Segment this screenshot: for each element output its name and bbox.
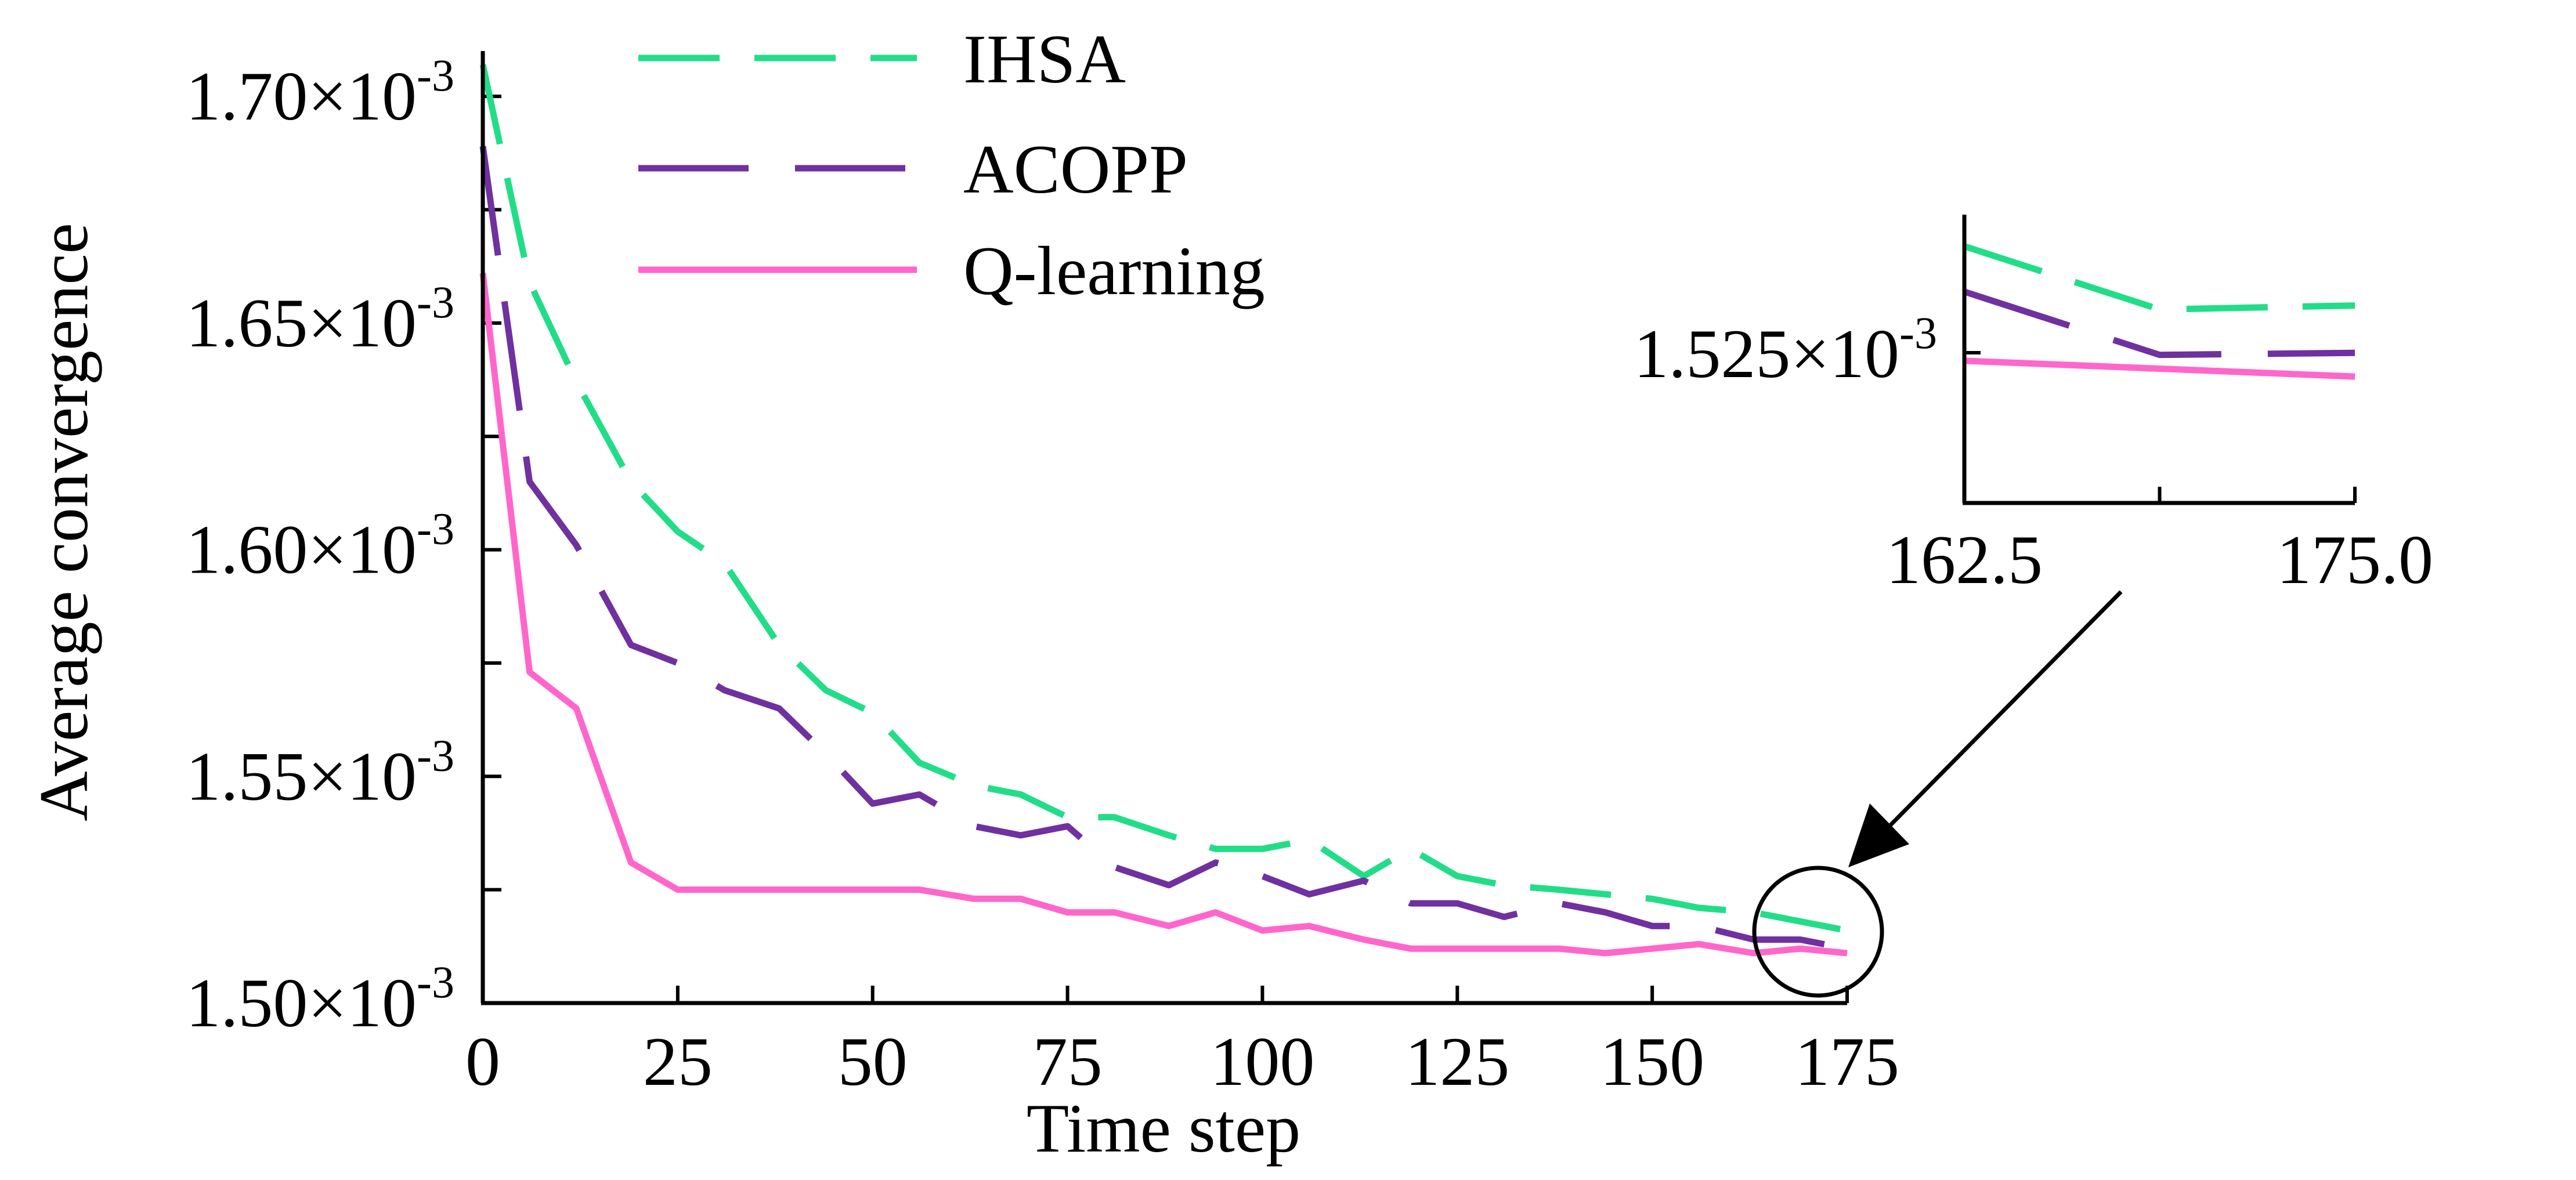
- x-tick-label: 75: [1033, 1023, 1103, 1100]
- inset-series-line-q-learning: [1964, 357, 2355, 380]
- y-tick-label: 1.60×10-3: [186, 504, 454, 588]
- x-tick-label: 25: [643, 1023, 713, 1100]
- legend-label-q-learning: Q-learning: [963, 232, 1265, 309]
- legend-label-ihsa: IHSA: [963, 20, 1126, 97]
- y-tick-label: 1.65×10-3: [186, 277, 454, 361]
- x-tick-label: 125: [1405, 1023, 1509, 1100]
- x-tick-label: 100: [1210, 1023, 1314, 1100]
- x-tick-label: 50: [838, 1023, 908, 1100]
- y-tick-label: 1.70×10-3: [186, 50, 454, 135]
- x-tick-label: 150: [1600, 1023, 1704, 1100]
- inset-y-tick-label: 1.525×10-3: [1634, 307, 1937, 392]
- inset-series-line-ihsa: [1963, 243, 2355, 313]
- x-axis-label: Time step: [1027, 1089, 1300, 1167]
- inset-x-tick-label: 162.5: [1886, 521, 2043, 598]
- series-line-q-learning: [479, 273, 1848, 957]
- zoom-arrowhead: [1848, 803, 1909, 867]
- zoom-region-circle: [1752, 866, 1884, 998]
- y-tick-label: 1.55×10-3: [186, 730, 454, 815]
- y-axis-label: Average convergence: [25, 223, 102, 821]
- series-line-ihsa: [479, 64, 1848, 934]
- y-tick-label: 1.50×10-3: [186, 957, 454, 1041]
- inset-series-line-acopp: [1963, 288, 2355, 359]
- x-tick-label: 0: [465, 1023, 500, 1100]
- inset-x-tick-label: 175.0: [2277, 521, 2433, 598]
- x-tick-label: 175: [1795, 1023, 1899, 1100]
- legend-label-acopp: ACOPP: [963, 131, 1188, 208]
- zoom-arrow: [1884, 590, 2123, 831]
- series-line-acopp: [479, 146, 1848, 952]
